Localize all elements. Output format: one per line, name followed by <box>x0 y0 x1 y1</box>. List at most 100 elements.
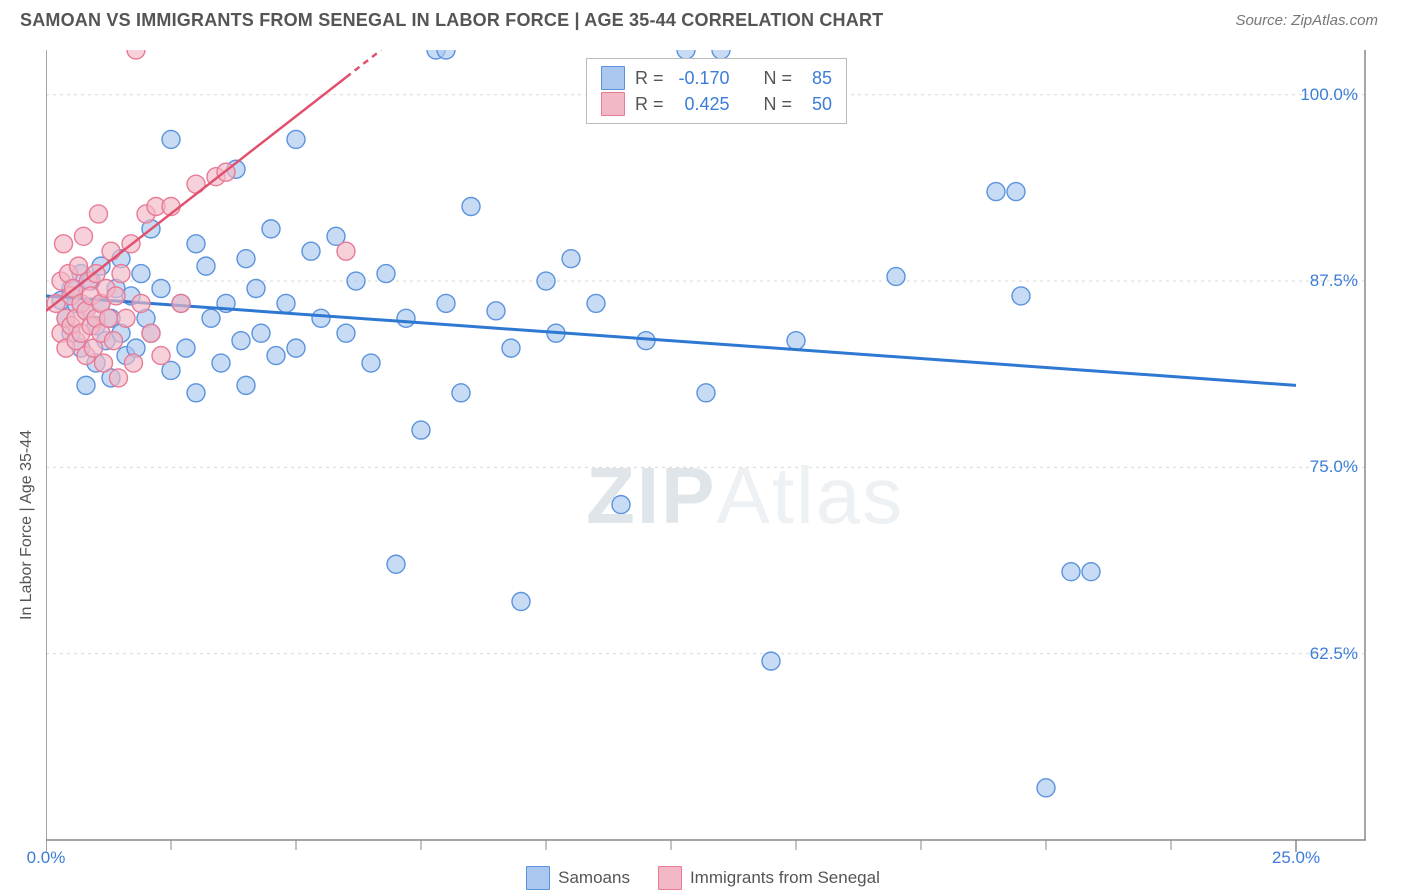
data-point <box>287 339 305 357</box>
data-point <box>377 265 395 283</box>
stat-row: R = -0.170 N = 85 <box>601 65 832 91</box>
stat-n-value: 85 <box>802 68 832 89</box>
data-point <box>347 272 365 290</box>
data-point <box>252 324 270 342</box>
data-point <box>125 354 143 372</box>
y-tick-label: 100.0% <box>1300 85 1358 105</box>
data-point <box>697 384 715 402</box>
data-point <box>612 496 630 514</box>
data-point <box>287 130 305 148</box>
series-legend: Samoans Immigrants from Senegal <box>0 866 1406 890</box>
data-point <box>152 347 170 365</box>
data-point <box>1012 287 1030 305</box>
stat-n-label: N = <box>764 68 793 89</box>
data-point <box>237 376 255 394</box>
legend-swatch <box>658 866 682 890</box>
legend-item: Immigrants from Senegal <box>658 866 880 890</box>
data-point <box>1037 779 1055 797</box>
data-point <box>117 309 135 327</box>
legend-label: Samoans <box>558 868 630 888</box>
y-tick-label: 75.0% <box>1310 457 1358 477</box>
data-point <box>762 652 780 670</box>
data-point <box>187 384 205 402</box>
y-tick-label: 87.5% <box>1310 271 1358 291</box>
data-point <box>100 309 118 327</box>
data-point <box>232 332 250 350</box>
data-point <box>152 279 170 297</box>
stat-row: R = 0.425 N = 50 <box>601 91 832 117</box>
correlation-legend: R = -0.170 N = 85 R = 0.425 N = 50 <box>586 58 847 124</box>
data-point <box>337 242 355 260</box>
data-point <box>587 294 605 312</box>
data-point <box>142 324 160 342</box>
data-point <box>75 227 93 245</box>
legend-swatch <box>526 866 550 890</box>
data-point <box>172 294 190 312</box>
data-point <box>55 235 73 253</box>
data-point <box>90 205 108 223</box>
data-point <box>387 555 405 573</box>
data-point <box>562 250 580 268</box>
data-point <box>987 183 1005 201</box>
x-tick-label: 0.0% <box>27 848 66 868</box>
data-point <box>502 339 520 357</box>
data-point <box>247 279 265 297</box>
data-point <box>187 235 205 253</box>
data-point <box>132 294 150 312</box>
stat-n-label: N = <box>764 94 793 115</box>
data-point <box>397 309 415 327</box>
legend-swatch <box>601 66 625 90</box>
plot-area: ZIPAtlas R =-0.170N =85R =0.425N =50 62.… <box>46 50 1366 840</box>
data-point <box>312 309 330 327</box>
data-point <box>437 294 455 312</box>
data-point <box>887 268 905 286</box>
chart-title: SAMOAN VS IMMIGRANTS FROM SENEGAL IN LAB… <box>20 10 883 31</box>
data-point <box>487 302 505 320</box>
data-point <box>1082 563 1100 581</box>
data-point <box>105 332 123 350</box>
data-point <box>302 242 320 260</box>
data-point <box>237 250 255 268</box>
data-point <box>787 332 805 350</box>
data-point <box>1062 563 1080 581</box>
stat-r-label: R = <box>635 94 664 115</box>
stat-n-value: 50 <box>802 94 832 115</box>
data-point <box>1007 183 1025 201</box>
stat-r-value: -0.170 <box>674 68 730 89</box>
stat-r-value: 0.425 <box>674 94 730 115</box>
data-point <box>462 198 480 216</box>
data-point <box>177 339 195 357</box>
data-point <box>102 242 120 260</box>
trend-line <box>46 77 346 311</box>
y-axis-label: In Labor Force | Age 35-44 <box>18 430 36 620</box>
data-point <box>337 324 355 342</box>
scatter-chart <box>46 50 1366 870</box>
data-point <box>362 354 380 372</box>
data-point <box>412 421 430 439</box>
data-point <box>202 309 220 327</box>
data-point <box>452 384 470 402</box>
data-point <box>112 265 130 283</box>
data-point <box>262 220 280 238</box>
data-point <box>537 272 555 290</box>
data-point <box>107 287 125 305</box>
stat-r-label: R = <box>635 68 664 89</box>
data-point <box>277 294 295 312</box>
trend-line-dashed <box>346 50 381 77</box>
data-point <box>77 376 95 394</box>
x-tick-label: 25.0% <box>1272 848 1320 868</box>
legend-swatch <box>601 92 625 116</box>
data-point <box>110 369 128 387</box>
data-point <box>95 354 113 372</box>
data-point <box>162 130 180 148</box>
data-point <box>127 50 145 59</box>
legend-label: Immigrants from Senegal <box>690 868 880 888</box>
data-point <box>267 347 285 365</box>
data-point <box>197 257 215 275</box>
source-label: Source: ZipAtlas.com <box>1235 12 1378 29</box>
data-point <box>132 265 150 283</box>
data-point <box>512 593 530 611</box>
legend-item: Samoans <box>526 866 630 890</box>
data-point <box>212 354 230 372</box>
y-tick-label: 62.5% <box>1310 644 1358 664</box>
